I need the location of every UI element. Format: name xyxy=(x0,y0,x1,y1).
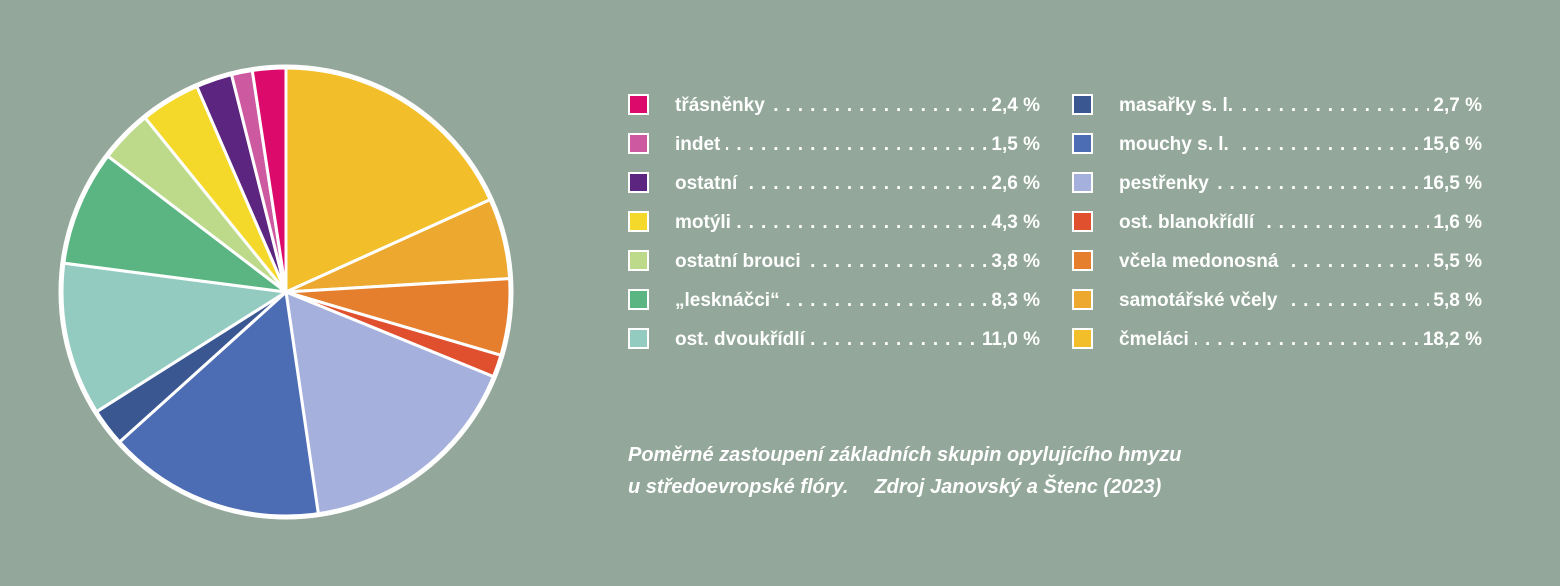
caption-source: Zdroj Janovský a Štenc (2023) xyxy=(874,476,1162,498)
legend-value: 2,6 % xyxy=(987,171,1040,197)
legend-item: ........................................… xyxy=(628,171,1040,210)
legend-value: 5,8 % xyxy=(1429,288,1482,314)
legend-swatch xyxy=(1072,250,1093,271)
legend-value: 15,6 % xyxy=(1418,132,1482,158)
legend-row: ........................................… xyxy=(1119,93,1482,119)
legend-row: ........................................… xyxy=(675,171,1040,197)
legend-label: ostatní brouci xyxy=(675,249,807,275)
leader-dots: ........................................… xyxy=(675,212,1040,233)
legend-value: 5,5 % xyxy=(1429,249,1482,275)
legend-item: ........................................… xyxy=(628,93,1040,132)
legend-item: ........................................… xyxy=(1072,132,1482,171)
legend-item: ........................................… xyxy=(1072,327,1482,366)
legend-swatch xyxy=(628,172,649,193)
legend-item: ........................................… xyxy=(628,132,1040,171)
legend-item: ........................................… xyxy=(628,210,1040,249)
legend-row: ........................................… xyxy=(675,210,1040,236)
legend-item: ........................................… xyxy=(628,327,1040,366)
legend-label: samotářské včely xyxy=(1119,288,1284,314)
legend-swatch xyxy=(1072,289,1093,310)
legend-value: 18,2 % xyxy=(1418,327,1482,353)
legend-label: ostatní xyxy=(675,171,744,197)
legend-label: „lesknáčci“ xyxy=(675,288,786,314)
legend-row: ........................................… xyxy=(1119,327,1482,353)
legend-value: 1,5 % xyxy=(987,132,1040,158)
leader-dots: ........................................… xyxy=(675,134,1040,155)
legend-item: ........................................… xyxy=(1072,288,1482,327)
legend-row: ........................................… xyxy=(1119,249,1482,275)
legend-row: ........................................… xyxy=(1119,171,1482,197)
legend-label: mouchy s. l. xyxy=(1119,132,1235,158)
leader-dots: ........................................… xyxy=(675,173,1040,194)
legend-value: 4,3 % xyxy=(987,210,1040,236)
legend-right-column: ........................................… xyxy=(1072,93,1482,366)
legend-value: 11,0 % xyxy=(977,327,1040,353)
legend-value: 3,8 % xyxy=(987,249,1040,275)
legend-swatch xyxy=(628,211,649,232)
legend-label: třásněnky xyxy=(675,93,771,119)
legend-label: motýli xyxy=(675,210,737,236)
legend-label: včela medonosná xyxy=(1119,249,1285,275)
legend-row: ........................................… xyxy=(675,132,1040,158)
legend-label: indet xyxy=(675,132,727,158)
legend-value: 8,3 % xyxy=(987,288,1040,314)
caption-line-2: u středoevropské flóry. Zdroj Janovský a … xyxy=(628,471,1388,503)
legend-left-column: ........................................… xyxy=(628,93,1040,366)
legend-row: ........................................… xyxy=(675,93,1040,119)
legend-row: ........................................… xyxy=(675,288,1040,314)
legend-swatch xyxy=(628,289,649,310)
legend-row: ........................................… xyxy=(1119,288,1482,314)
legend-value: 1,6 % xyxy=(1429,210,1482,236)
legend-swatch xyxy=(1072,94,1093,115)
legend-swatch xyxy=(1072,328,1093,349)
legend-label: ost. dvoukřídlí xyxy=(675,327,811,353)
legend-swatch xyxy=(1072,133,1093,154)
legend-item: ........................................… xyxy=(628,249,1040,288)
legend-row: ........................................… xyxy=(1119,132,1482,158)
legend-label: čmeláci xyxy=(1119,327,1195,353)
leader-dots: ........................................… xyxy=(1119,329,1482,350)
chart-caption: Poměrné zastoupení základních skupin opy… xyxy=(628,439,1388,503)
legend-item: ........................................… xyxy=(1072,93,1482,132)
legend-swatch xyxy=(1072,172,1093,193)
pie-outline xyxy=(58,64,514,520)
pie-chart xyxy=(58,64,514,520)
legend-item: ........................................… xyxy=(1072,171,1482,210)
legend-row: ........................................… xyxy=(1119,210,1482,236)
legend-label: masařky s. l. xyxy=(1119,93,1240,119)
legend-value: 2,7 % xyxy=(1429,93,1482,119)
legend-swatch xyxy=(628,328,649,349)
caption-line-1: Poměrné zastoupení základních skupin opy… xyxy=(628,444,1182,466)
legend-label: pestřenky xyxy=(1119,171,1215,197)
legend-value: 16,5 % xyxy=(1418,171,1482,197)
legend-item: ........................................… xyxy=(1072,210,1482,249)
legend-item: ........................................… xyxy=(628,288,1040,327)
caption-line-2-text: u středoevropské flóry. xyxy=(628,476,849,498)
legend-swatch xyxy=(628,133,649,154)
legend-swatch xyxy=(628,250,649,271)
legend-label: ost. blanokřídlí xyxy=(1119,210,1261,236)
legend-row: ........................................… xyxy=(675,249,1040,275)
legend-swatch xyxy=(628,94,649,115)
legend-swatch xyxy=(1072,211,1093,232)
legend-value: 2,4 % xyxy=(987,93,1040,119)
legend-row: ........................................… xyxy=(675,327,1040,353)
legend-item: ........................................… xyxy=(1072,249,1482,288)
